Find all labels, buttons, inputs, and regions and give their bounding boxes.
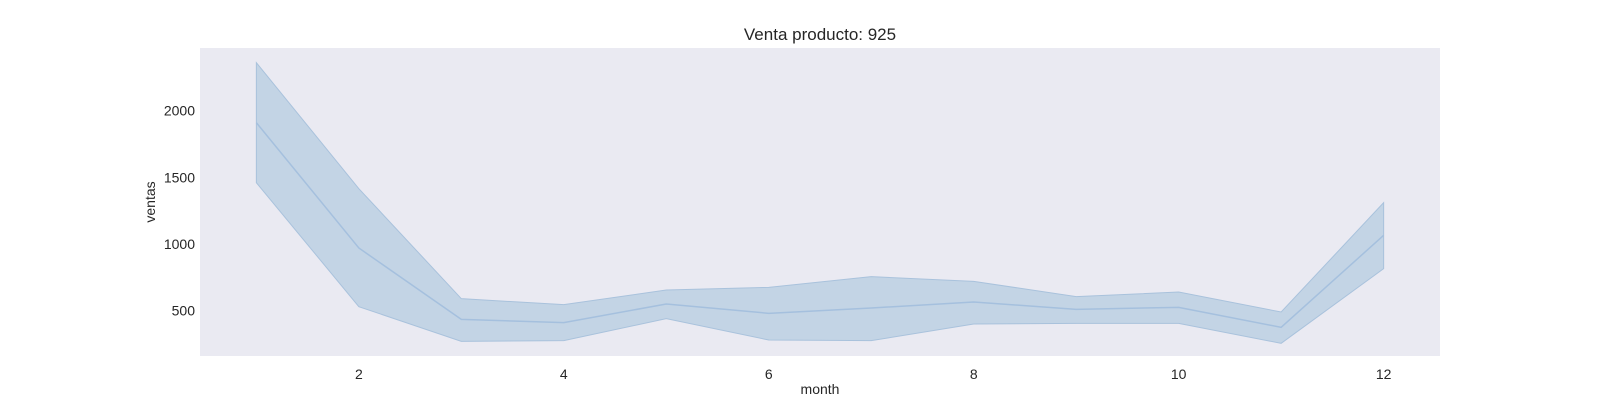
line-layer (255, 122, 1385, 329)
y-tick-label: 2000 (164, 103, 195, 119)
x-tick-labels: 2 4 6 8 10 12 (355, 366, 1392, 382)
confidence-band-layer (255, 61, 1385, 344)
x-tick-label: 8 (970, 366, 978, 382)
y-tick-label: 500 (172, 303, 196, 319)
series-line (255, 122, 1385, 329)
y-axis-label: ventas (142, 181, 158, 222)
confidence-band (255, 61, 1385, 344)
x-tick-label: 2 (355, 366, 363, 382)
y-tick-label: 1500 (164, 169, 195, 185)
x-tick-label: 6 (765, 366, 773, 382)
x-axis-label: month (801, 381, 840, 397)
x-tick-label: 12 (1376, 366, 1392, 382)
chart-title: Venta producto: 925 (744, 25, 896, 44)
y-tick-label: 1000 (164, 236, 195, 252)
x-tick-label: 10 (1171, 366, 1187, 382)
x-tick-label: 4 (560, 366, 568, 382)
y-tick-labels: 500 1000 1500 2000 (164, 103, 195, 319)
